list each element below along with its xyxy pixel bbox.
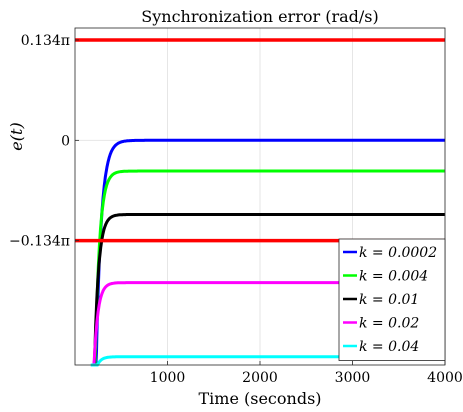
x-tick-label: 1000: [150, 370, 186, 386]
x-axis-label: Time (seconds): [198, 389, 321, 408]
series-line: [92, 213, 445, 367]
x-tick-label: 2000: [242, 370, 278, 386]
legend-label: k = 0.04: [359, 339, 419, 355]
axis-ticks: 1000 2000 3000 4000 0.134π 0 −0.134π: [9, 33, 463, 386]
y-tick-label: 0: [61, 133, 70, 149]
y-tick-label: 0.134π: [21, 33, 70, 49]
legend-label: k = 0.004: [359, 269, 428, 285]
legend-label: k = 0.02: [359, 316, 419, 332]
x-tick-label: 4000: [427, 370, 463, 386]
legend-label: k = 0.01: [359, 292, 419, 308]
series-line: [93, 169, 445, 367]
x-tick-label: 3000: [335, 370, 371, 386]
y-axis-label: e(t): [7, 122, 26, 150]
series-line: [94, 138, 445, 367]
chart-title: Synchronization error (rad/s): [141, 7, 378, 26]
legend-label: k = 0.0002: [359, 245, 437, 261]
y-tick-label: −0.134π: [9, 234, 70, 250]
legend: k = 0.0002 k = 0.004 k = 0.01 k = 0.02 k = 0…: [338, 238, 446, 361]
